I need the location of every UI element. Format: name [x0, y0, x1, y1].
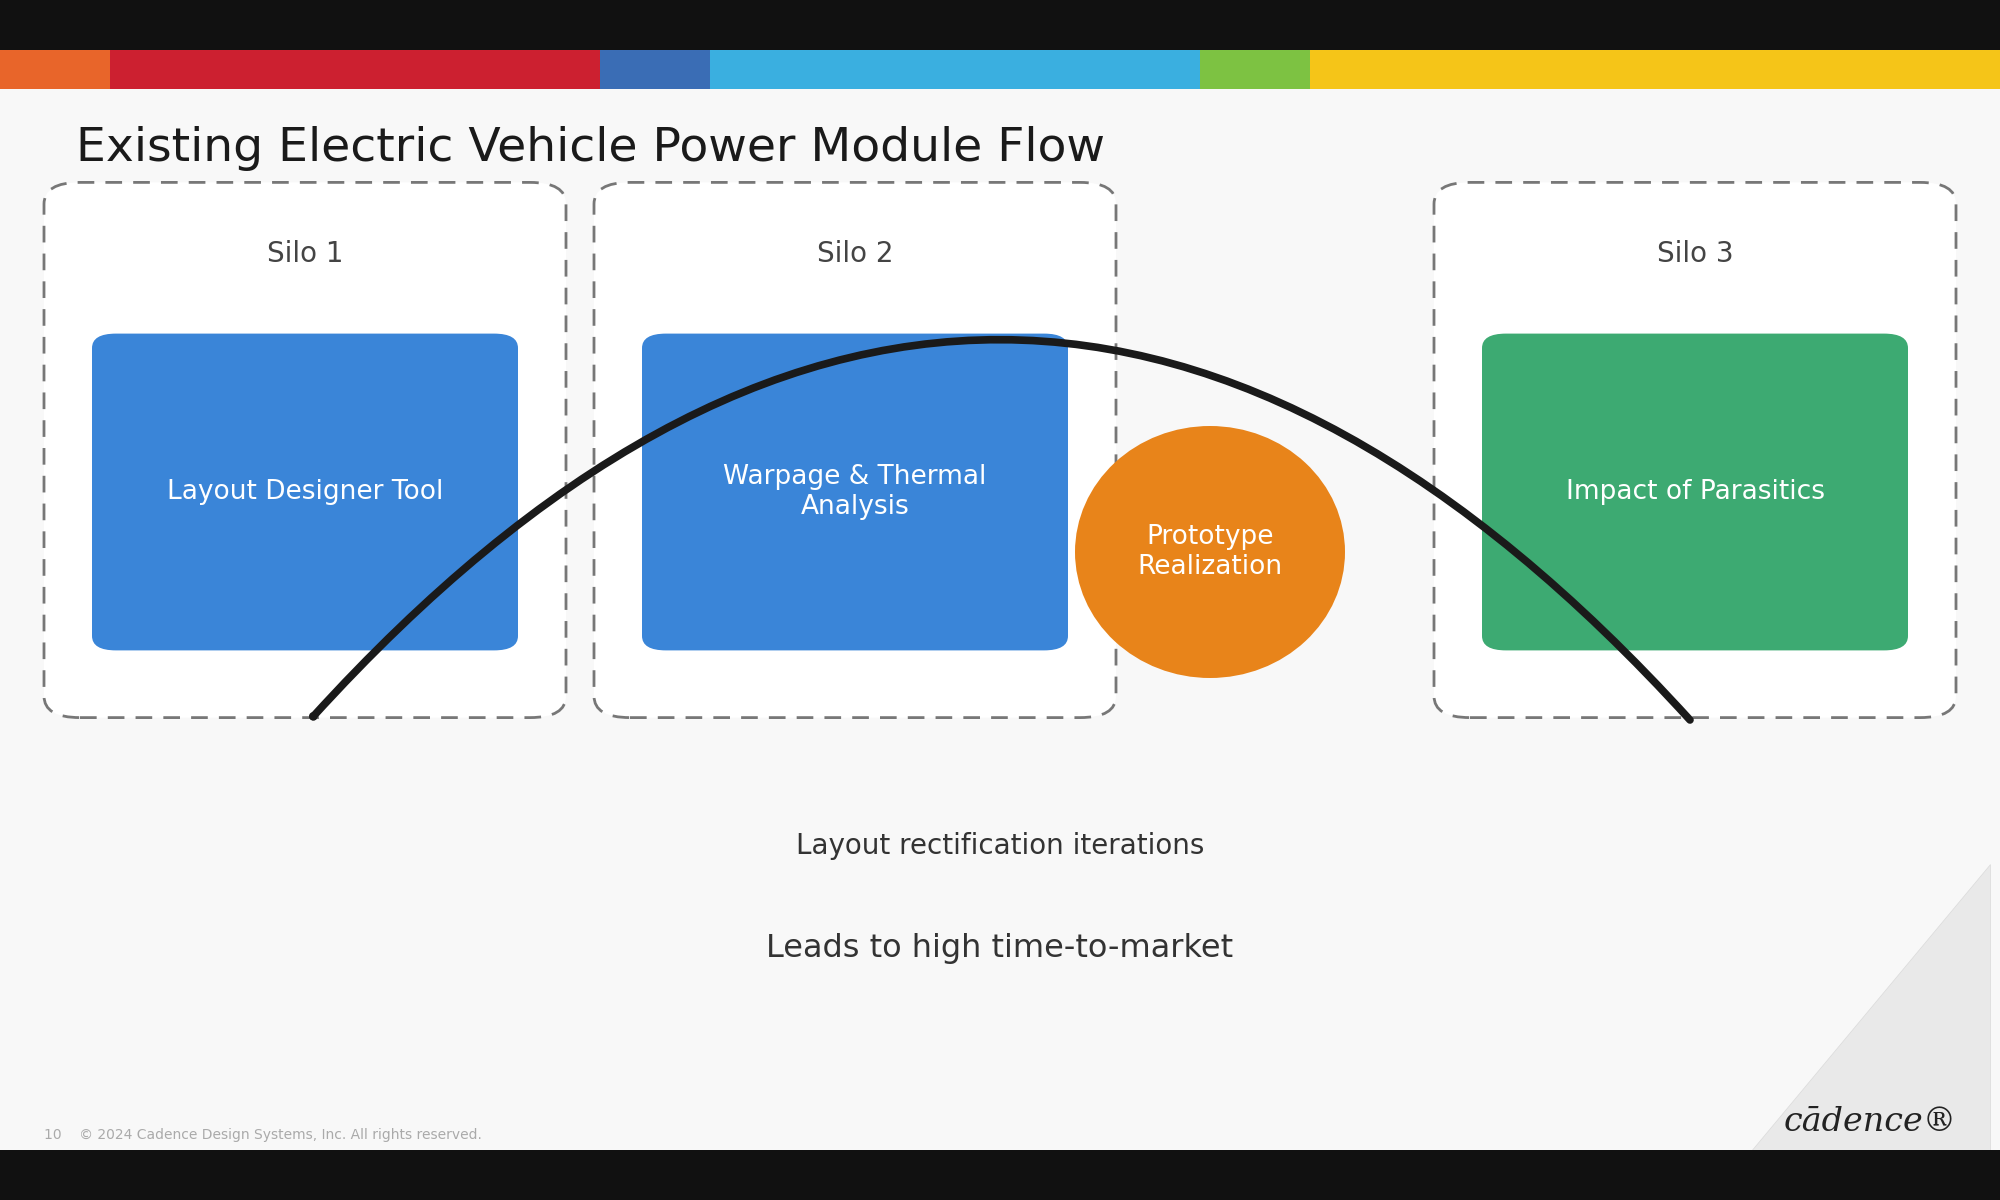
FancyBboxPatch shape	[1434, 182, 1956, 718]
Bar	[600, 50, 710, 89]
Text: 10    © 2024 Cadence Design Systems, Inc. All rights reserved.: 10 © 2024 Cadence Design Systems, Inc. A…	[44, 1128, 482, 1142]
Bar	[0, 50, 110, 89]
Bar	[710, 50, 1200, 89]
FancyBboxPatch shape	[594, 182, 1116, 718]
Bar	[1310, 50, 2000, 89]
Text: Leads to high time-to-market: Leads to high time-to-market	[766, 932, 1234, 964]
Text: Silo 1: Silo 1	[266, 240, 344, 268]
FancyBboxPatch shape	[642, 334, 1068, 650]
FancyBboxPatch shape	[44, 182, 566, 718]
Text: Layout Designer Tool: Layout Designer Tool	[166, 479, 444, 505]
Text: Existing Electric Vehicle Power Module Flow: Existing Electric Vehicle Power Module F…	[76, 126, 1104, 170]
Bar	[0, 0, 2000, 50]
FancyBboxPatch shape	[92, 334, 518, 650]
Ellipse shape	[1076, 426, 1344, 678]
Text: Silo 2: Silo 2	[816, 240, 894, 268]
Text: Warpage & Thermal
Analysis: Warpage & Thermal Analysis	[724, 464, 986, 520]
Bar	[110, 50, 600, 89]
Bar	[1200, 50, 1310, 89]
Text: Layout rectification iterations: Layout rectification iterations	[796, 832, 1204, 860]
Text: Impact of Parasitics: Impact of Parasitics	[1566, 479, 1824, 505]
Text: cādence®: cādence®	[1784, 1106, 1956, 1138]
Text: Silo 3: Silo 3	[1656, 240, 1734, 268]
Text: Prototype
Realization: Prototype Realization	[1138, 524, 1282, 580]
FancyBboxPatch shape	[1482, 334, 1908, 650]
Bar	[0, 1150, 2000, 1200]
Polygon shape	[1750, 864, 1990, 1152]
